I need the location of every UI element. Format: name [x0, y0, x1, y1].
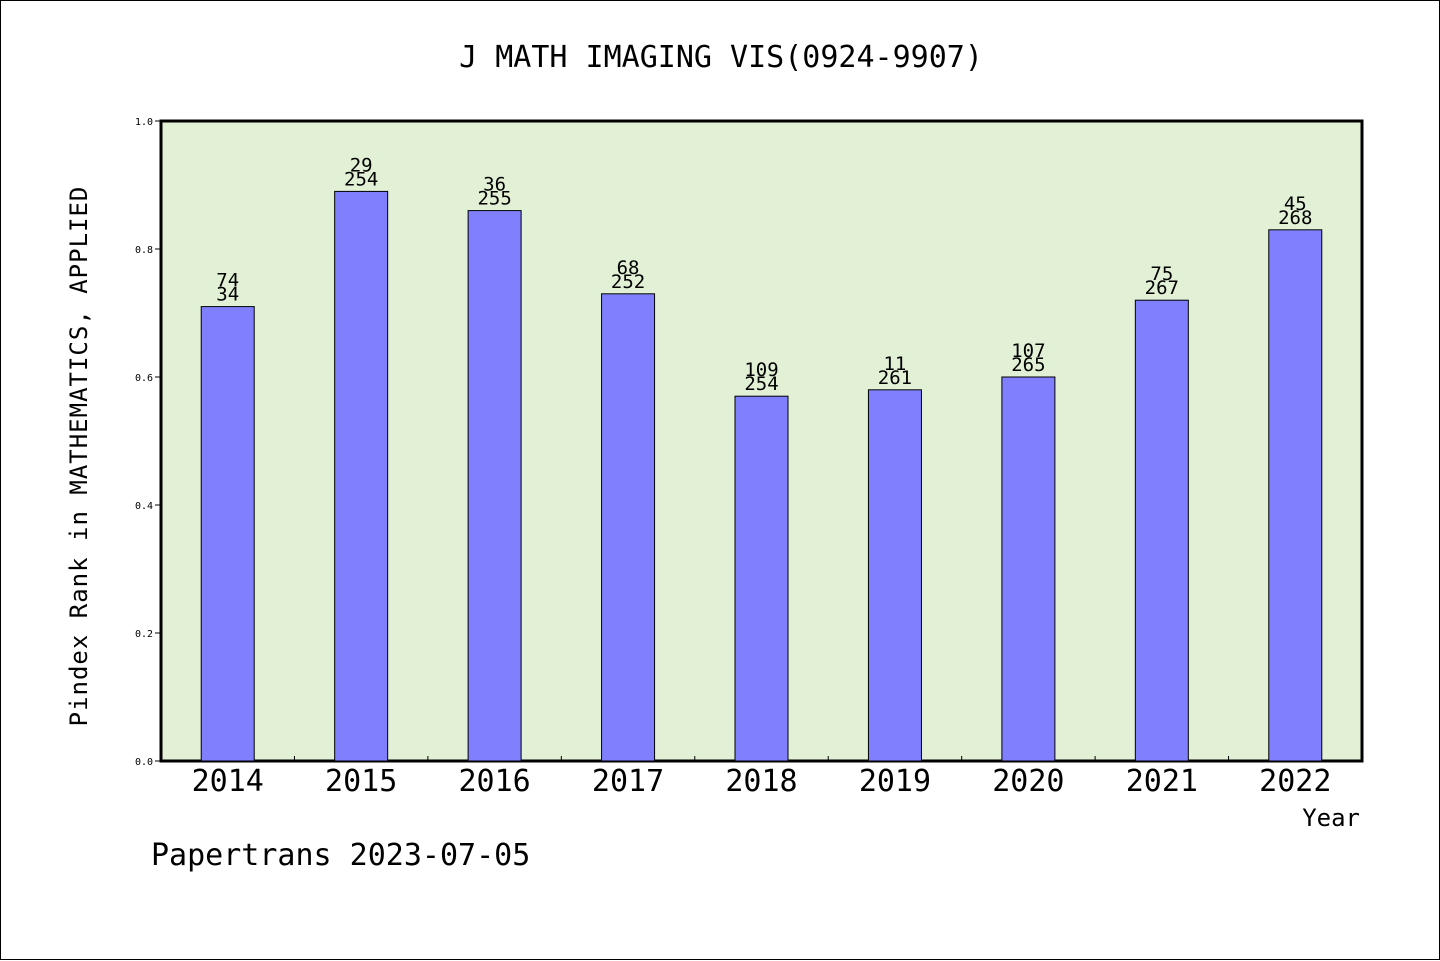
bar-2021 [1134, 299, 1189, 762]
rank-label: 36 [483, 174, 506, 196]
x-tick-label: 2014 [192, 764, 264, 799]
total-label: 252 [611, 271, 645, 293]
y-tick-label: 1.0 [135, 117, 153, 128]
total-label: 34 [216, 284, 239, 306]
x-axis-ticks: 2014 2015 2016 2017 2018 2019 2020 2021 2022 [192, 756, 1331, 799]
x-tick-label: 2019 [859, 764, 931, 799]
x-tick-label: 2016 [458, 764, 530, 799]
bar-2019 [867, 389, 922, 762]
bar-2016 [467, 210, 522, 762]
x-tick-label: 2018 [725, 764, 797, 799]
bar-2017 [601, 293, 656, 762]
rank-label: 107 [1011, 340, 1045, 362]
x-tick-label: 2017 [592, 764, 664, 799]
y-axis-label: Pindex Rank in MATHEMATICS, APPLIED [65, 186, 93, 727]
total-label: 268 [1278, 207, 1312, 229]
total-label: 255 [477, 188, 511, 210]
total-label: 261 [878, 367, 912, 389]
bar-2015 [334, 190, 389, 762]
x-tick-label: 2022 [1259, 764, 1331, 799]
total-label: 254 [744, 373, 778, 395]
rank-label: 109 [744, 359, 778, 381]
y-tick-label: 0.4 [135, 501, 153, 512]
total-label: 254 [344, 168, 378, 190]
total-label: 267 [1145, 277, 1179, 299]
rank-label: 74 [216, 270, 239, 292]
bars-group [200, 190, 1323, 762]
rank-label: 29 [350, 154, 373, 176]
y-tick-label: 0.8 [135, 245, 153, 256]
rank-label: 75 [1150, 263, 1173, 285]
x-axis-label: Year [1302, 804, 1360, 832]
x-tick-label: 2015 [325, 764, 397, 799]
footer-credit: Papertrans 2023-07-05 [151, 838, 530, 873]
y-tick-label: 0.6 [135, 373, 153, 384]
x-tick-label: 2020 [992, 764, 1064, 799]
y-tick-label: 0.0 [135, 757, 153, 768]
total-label: 265 [1011, 354, 1045, 376]
bar-2020 [1001, 376, 1056, 762]
bar-2022 [1268, 229, 1323, 762]
bar-2014 [200, 306, 255, 762]
rank-label: 45 [1284, 193, 1307, 215]
rank-label: 11 [883, 353, 906, 375]
bar-2018 [734, 395, 789, 762]
chart-title: J MATH IMAGING VIS(0924-9907) [459, 40, 983, 75]
y-axis-ticks: 0.0 0.2 0.4 0.6 0.8 1.0 [135, 117, 161, 768]
rank-label: 68 [617, 257, 640, 279]
x-tick-label: 2021 [1126, 764, 1198, 799]
y-tick-label: 0.2 [135, 629, 153, 640]
